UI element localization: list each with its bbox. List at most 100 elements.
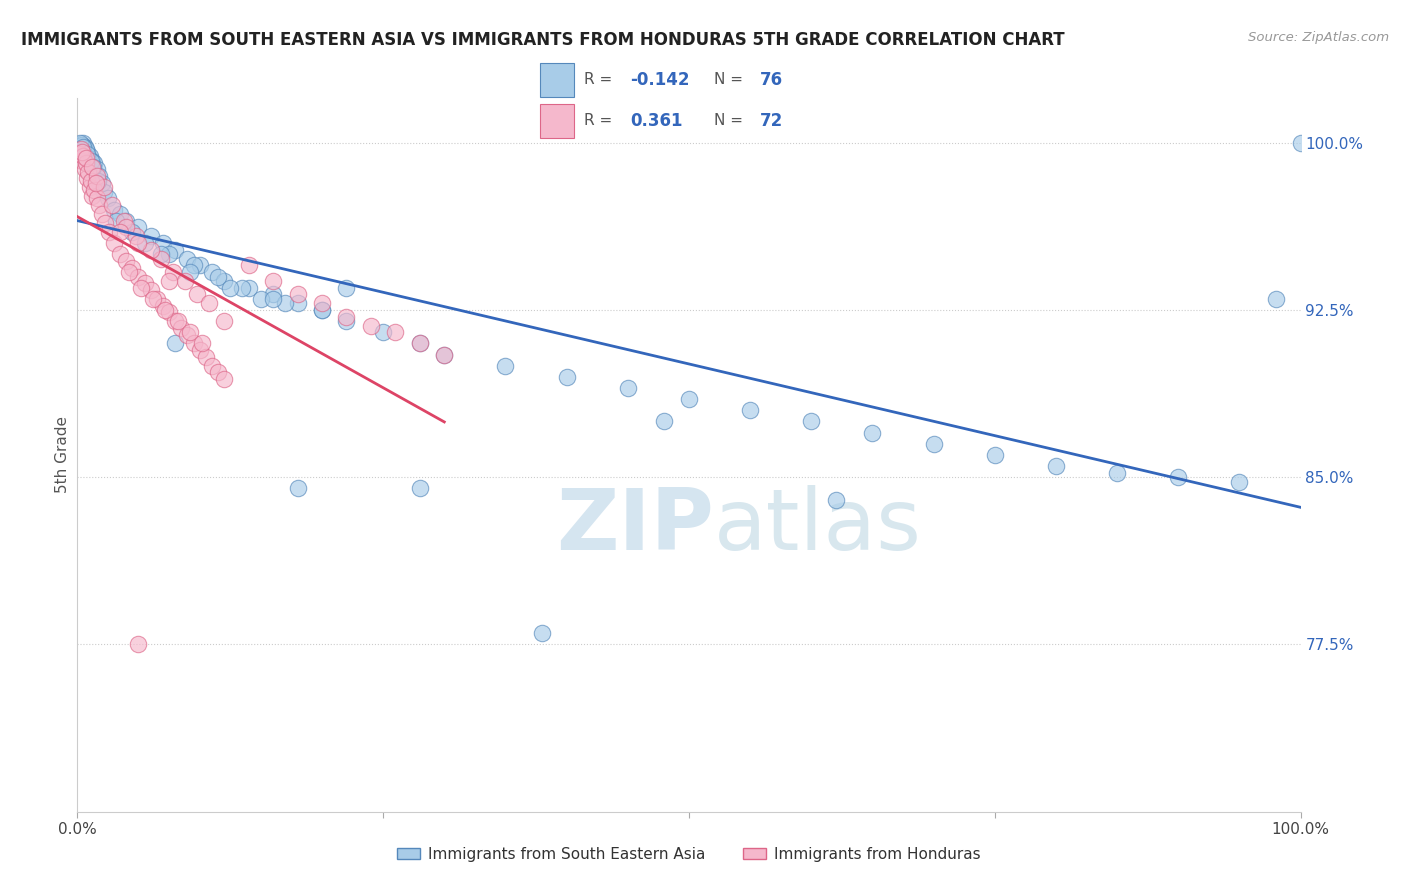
Point [115,213,138,227]
Point [409,481,432,495]
Point [152,235,174,250]
Y-axis label: 5th Grade: 5th Grade [55,417,70,493]
Point [201,359,224,373]
Text: 72: 72 [761,112,783,130]
Point [121,225,143,239]
Point [1229,475,1251,489]
Point [162,265,184,279]
Point [127,637,149,651]
Point [108,225,131,239]
Legend: Immigrants from South Eastern Asia, Immigrants from Honduras: Immigrants from South Eastern Asia, Immi… [391,841,987,868]
Text: R =: R = [583,72,612,87]
Point [105,213,128,227]
Text: ZIP: ZIP [555,484,713,568]
Point [335,314,357,328]
Point [118,265,141,279]
Point [311,303,333,318]
Point [740,403,762,417]
Point [100,198,122,212]
Point [165,314,187,328]
Point [76,171,98,186]
Point [127,269,149,284]
Bar [540,104,575,138]
Point [115,254,138,268]
Text: atlas: atlas [713,484,921,568]
Point [83,156,105,170]
Point [335,310,357,324]
Point [129,280,152,294]
Point [678,392,700,407]
Point [1107,466,1129,480]
Point [70,153,93,168]
Point [112,213,135,227]
Point [69,136,91,150]
Point [86,162,108,177]
Point [139,243,162,257]
Point [87,173,110,187]
Point [183,259,205,273]
Point [165,336,187,351]
Point [371,325,394,339]
Point [191,336,214,351]
Point [127,235,149,250]
Point [166,314,188,328]
Point [89,169,111,183]
Text: R =: R = [583,113,612,128]
Point [188,259,211,273]
Point [384,325,406,339]
Point [231,280,253,294]
Point [201,265,224,279]
Point [194,350,217,364]
Point [212,372,235,386]
Text: N =: N = [714,72,742,87]
Point [212,274,235,288]
Point [174,274,197,288]
Point [72,136,94,150]
Point [94,216,117,230]
Point [97,192,120,206]
Point [311,303,333,318]
Point [134,235,156,250]
Point [73,162,96,177]
Point [80,160,103,174]
Point [207,365,229,379]
Text: N =: N = [714,113,742,128]
Point [188,343,211,357]
Point [70,145,93,159]
Point [127,220,149,235]
Point [79,180,101,194]
Point [824,492,846,507]
Text: 76: 76 [761,70,783,88]
Point [433,347,456,362]
Point [142,292,165,306]
Text: 0.361: 0.361 [630,112,683,130]
Point [86,192,108,206]
Point [198,296,221,310]
Point [335,280,357,294]
Point [83,182,105,196]
Point [70,138,93,153]
Point [165,243,187,257]
Point [262,287,284,301]
Point [149,247,172,261]
Point [287,287,309,301]
Point [176,252,198,266]
Point [69,147,91,161]
Point [176,327,198,342]
Point [238,280,260,294]
Point [125,229,148,244]
Point [77,164,100,178]
Text: IMMIGRANTS FROM SOUTH EASTERN ASIA VS IMMIGRANTS FROM HONDURAS 5TH GRADE CORRELA: IMMIGRANTS FROM SOUTH EASTERN ASIA VS IM… [21,31,1064,49]
Point [287,296,309,310]
Point [212,314,235,328]
Point [984,448,1007,462]
Point [80,189,103,203]
Point [207,269,229,284]
Point [90,176,112,190]
Point [98,225,121,239]
Point [1265,292,1288,306]
Point [77,152,100,166]
Point [70,143,93,157]
Point [152,298,174,313]
Point [84,176,107,190]
